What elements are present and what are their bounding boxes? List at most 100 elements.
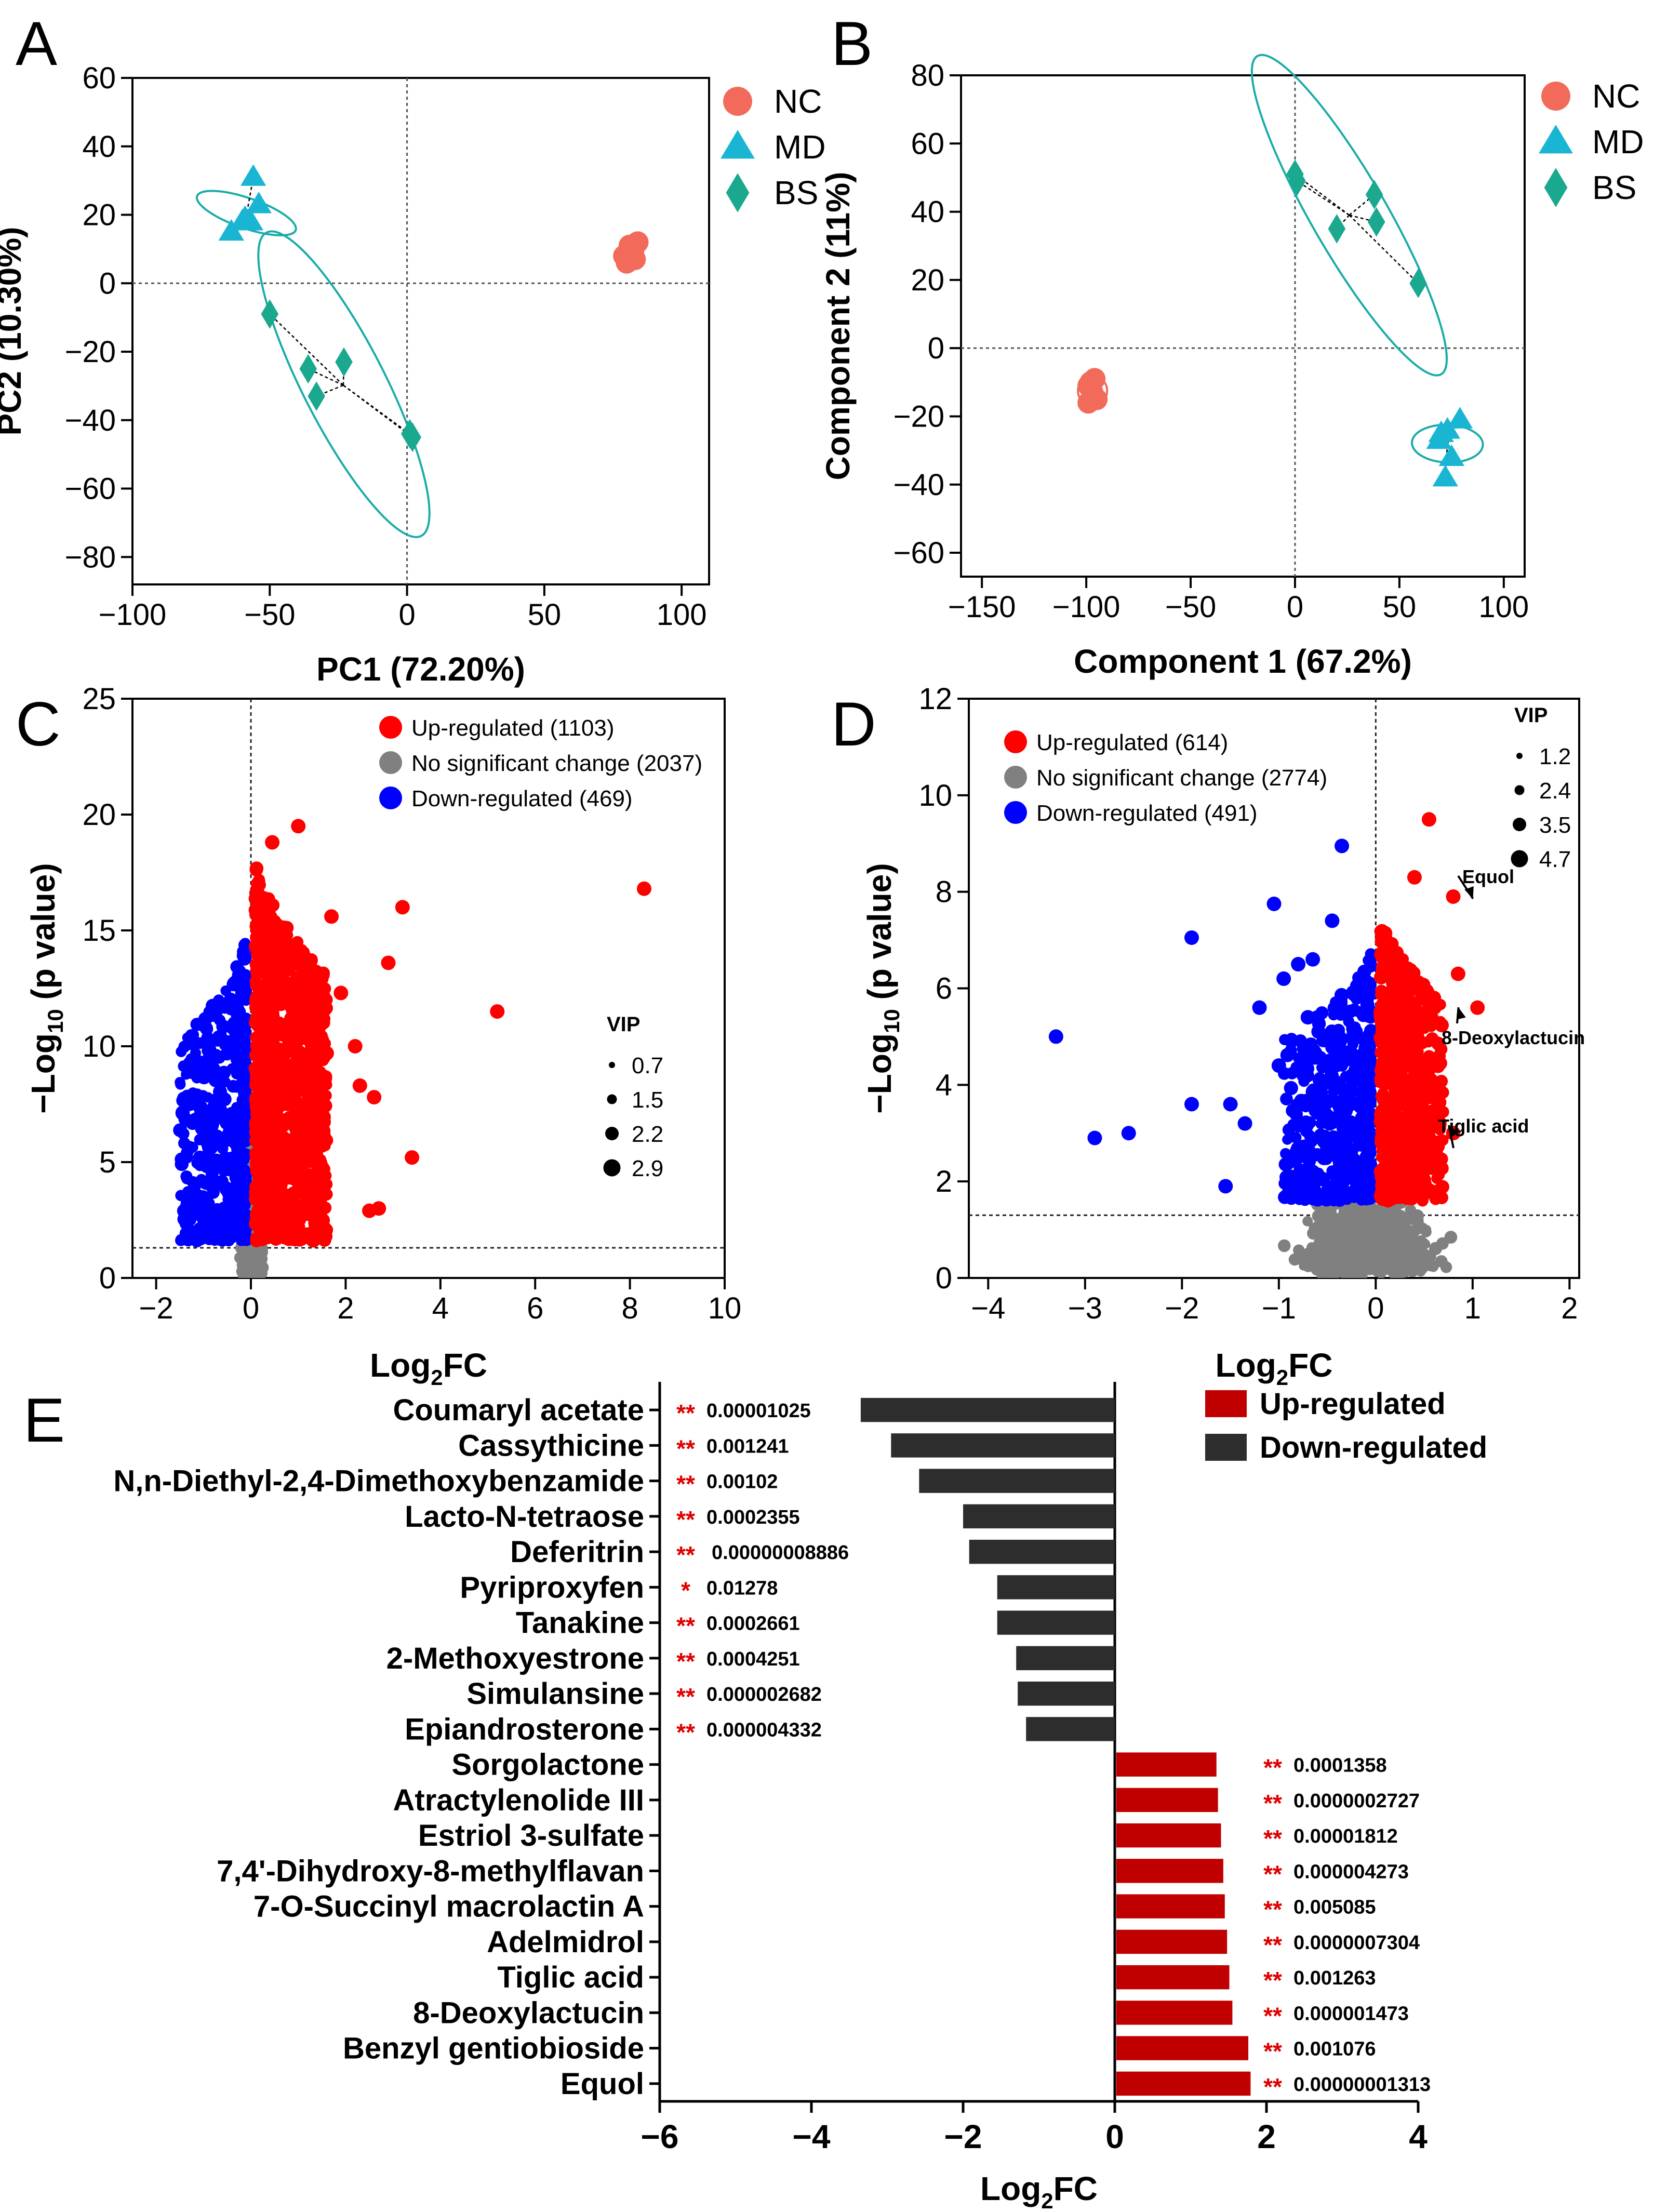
significance-stars: ** xyxy=(1263,2038,1282,2065)
down-point xyxy=(1352,1006,1364,1017)
bar-up xyxy=(1116,1929,1228,1954)
down-point xyxy=(195,1233,207,1246)
up-point xyxy=(250,1130,262,1142)
up-point xyxy=(302,1055,317,1069)
ns-point xyxy=(1413,1259,1424,1271)
bs-point xyxy=(261,299,279,329)
up-point xyxy=(293,1002,305,1015)
down-point xyxy=(195,1102,206,1113)
ns-point xyxy=(1392,1252,1404,1263)
up-point xyxy=(262,1104,277,1118)
down-point-outlier xyxy=(1325,913,1340,928)
x-axis-label: Log2FC xyxy=(1216,1347,1333,1390)
down-point xyxy=(235,1125,247,1138)
up-point xyxy=(1378,967,1391,980)
down-point-outlier xyxy=(1184,1097,1199,1112)
bar-up xyxy=(1116,1965,1230,1990)
up-point xyxy=(320,1140,331,1152)
y-tick-label: 80 xyxy=(911,59,944,92)
significance-stars: ** xyxy=(676,1718,695,1745)
up-point xyxy=(292,1020,303,1031)
p-value-label: 0.0002661 xyxy=(706,1613,800,1635)
category-label: Sorgolactone xyxy=(451,1748,644,1782)
down-point xyxy=(212,1226,225,1240)
vip-size-label: 2.2 xyxy=(632,1122,663,1147)
up-point xyxy=(1418,1102,1430,1113)
up-point-outlier xyxy=(319,1046,334,1061)
ns-point xyxy=(1293,1244,1305,1256)
down-point xyxy=(235,965,246,976)
p-value-label: 0.00001812 xyxy=(1293,1825,1398,1847)
down-point xyxy=(227,1045,238,1056)
y-tick-label: 20 xyxy=(911,263,944,297)
down-point xyxy=(225,1229,239,1243)
category-label: Cassythicine xyxy=(458,1429,644,1462)
ns-point xyxy=(1278,1239,1291,1252)
down-point-outlier xyxy=(1305,952,1320,967)
down-point xyxy=(187,1115,202,1129)
down-point xyxy=(224,1003,237,1016)
legend-label: No significant change (2037) xyxy=(411,751,702,776)
up-point xyxy=(1396,984,1409,997)
y-tick-label: −20 xyxy=(893,399,944,433)
y-tick-label: 0 xyxy=(99,266,116,300)
category-label: Lacto-N-tetraose xyxy=(405,1500,644,1534)
down-point xyxy=(206,998,220,1013)
up-point xyxy=(1402,1190,1413,1202)
down-point xyxy=(1290,1131,1302,1143)
ns-point xyxy=(1380,1206,1391,1218)
up-point xyxy=(1390,1005,1403,1019)
bar-up xyxy=(1116,1859,1223,1883)
legend-swatch-ns xyxy=(1004,766,1027,789)
up-point xyxy=(266,1126,277,1137)
down-point xyxy=(238,1020,251,1033)
y-tick-label: 12 xyxy=(918,682,952,716)
up-point xyxy=(319,1002,334,1015)
significance-stars: ** xyxy=(676,1506,695,1533)
down-point xyxy=(1286,1103,1300,1118)
down-point xyxy=(185,1053,197,1064)
down-point xyxy=(173,1123,187,1137)
down-point xyxy=(1300,1120,1314,1133)
nc-point xyxy=(1079,371,1102,393)
down-point xyxy=(1338,1143,1352,1157)
down-point-outlier xyxy=(1300,1010,1315,1025)
down-point xyxy=(1315,1118,1326,1129)
up-point xyxy=(1402,1084,1413,1095)
bar-up xyxy=(1116,1752,1217,1777)
up-point-outlier xyxy=(265,835,280,850)
ns-point xyxy=(1318,1237,1331,1249)
x-tick-label: 0 xyxy=(1105,2118,1124,2155)
x-tick-label: −3 xyxy=(1068,1291,1102,1325)
y-tick-label: −20 xyxy=(65,335,116,369)
x-axis-label: Component 1 (67.2%) xyxy=(1074,643,1412,680)
down-point-outlier xyxy=(1266,896,1282,911)
category-label: 7-O-Succinyl macrolactin A xyxy=(254,1890,644,1924)
down-point xyxy=(236,1103,248,1114)
up-point xyxy=(303,1066,318,1081)
y-tick-label: 20 xyxy=(82,198,116,232)
down-point xyxy=(237,979,248,990)
p-value-label: 0.0004251 xyxy=(706,1648,800,1670)
down-point xyxy=(236,1050,247,1062)
y-tick-label: 4 xyxy=(936,1068,952,1102)
md-point xyxy=(1539,125,1573,154)
down-point xyxy=(204,1066,216,1078)
up-point xyxy=(1376,986,1390,1000)
down-point xyxy=(240,1151,251,1162)
bs-point xyxy=(1367,207,1385,237)
vip-size-swatch xyxy=(1513,818,1526,831)
up-point-outlier xyxy=(334,985,349,1001)
down-point xyxy=(199,1021,214,1035)
bs-point xyxy=(308,381,325,411)
ns-point xyxy=(1416,1249,1428,1261)
down-point xyxy=(228,1136,242,1150)
up-point xyxy=(280,1097,295,1111)
up-point xyxy=(1425,1090,1440,1104)
down-point xyxy=(1356,1078,1368,1089)
x-tick-label: 4 xyxy=(1409,2118,1428,2155)
down-point xyxy=(1315,1171,1330,1187)
up-point xyxy=(318,1163,330,1175)
y-axis-label: Component 2 (11%) xyxy=(819,172,857,481)
ns-point xyxy=(1440,1261,1452,1273)
